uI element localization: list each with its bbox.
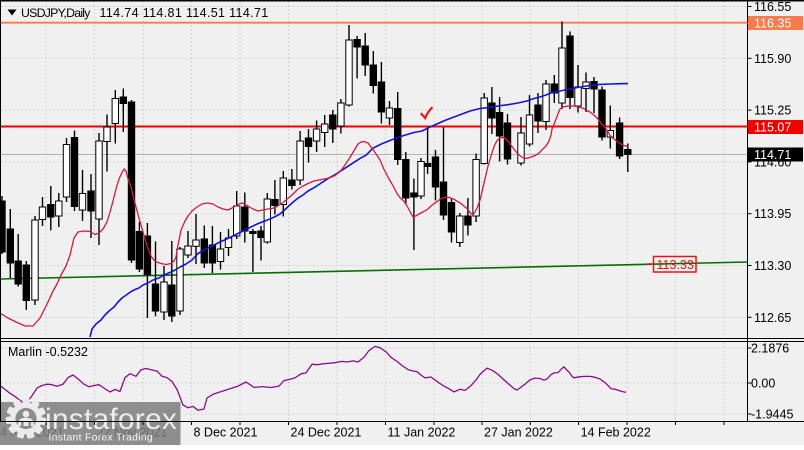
svg-text:115.25: 115.25 (754, 104, 791, 118)
svg-text:-1.9445: -1.9445 (751, 408, 793, 422)
svg-text:Instant Forex Trading: Instant Forex Trading (49, 433, 153, 444)
svg-text:112.65: 112.65 (754, 311, 791, 325)
svg-text:USDJPY,Daily: USDJPY,Daily (21, 6, 91, 20)
svg-text:116.35: 116.35 (754, 17, 791, 31)
svg-text:2.1876: 2.1876 (751, 342, 789, 356)
svg-text:113.95: 113.95 (754, 207, 791, 221)
svg-text:113.30: 113.30 (754, 259, 791, 273)
svg-text:113.33: 113.33 (657, 258, 694, 272)
svg-text:8 Dec 2021: 8 Dec 2021 (194, 426, 258, 440)
svg-text:115.90: 115.90 (754, 52, 791, 66)
svg-text:116.55: 116.55 (754, 0, 791, 14)
svg-text:27 Jan 2022: 27 Jan 2022 (484, 426, 553, 440)
svg-text:24 Dec 2021: 24 Dec 2021 (291, 426, 362, 440)
svg-text:Marlin -0.5232: Marlin -0.5232 (8, 345, 88, 359)
svg-text:114.74 114.81 114.51 114.71: 114.74 114.81 114.51 114.71 (100, 6, 269, 20)
svg-text:114.71: 114.71 (754, 148, 791, 162)
svg-text:11 Jan 2022: 11 Jan 2022 (388, 426, 456, 440)
svg-text:instaforex: instaforex (45, 403, 177, 436)
svg-text:14 Feb 2022: 14 Feb 2022 (581, 426, 651, 440)
svg-text:115.07: 115.07 (754, 121, 791, 135)
svg-text:0.00: 0.00 (751, 377, 775, 391)
